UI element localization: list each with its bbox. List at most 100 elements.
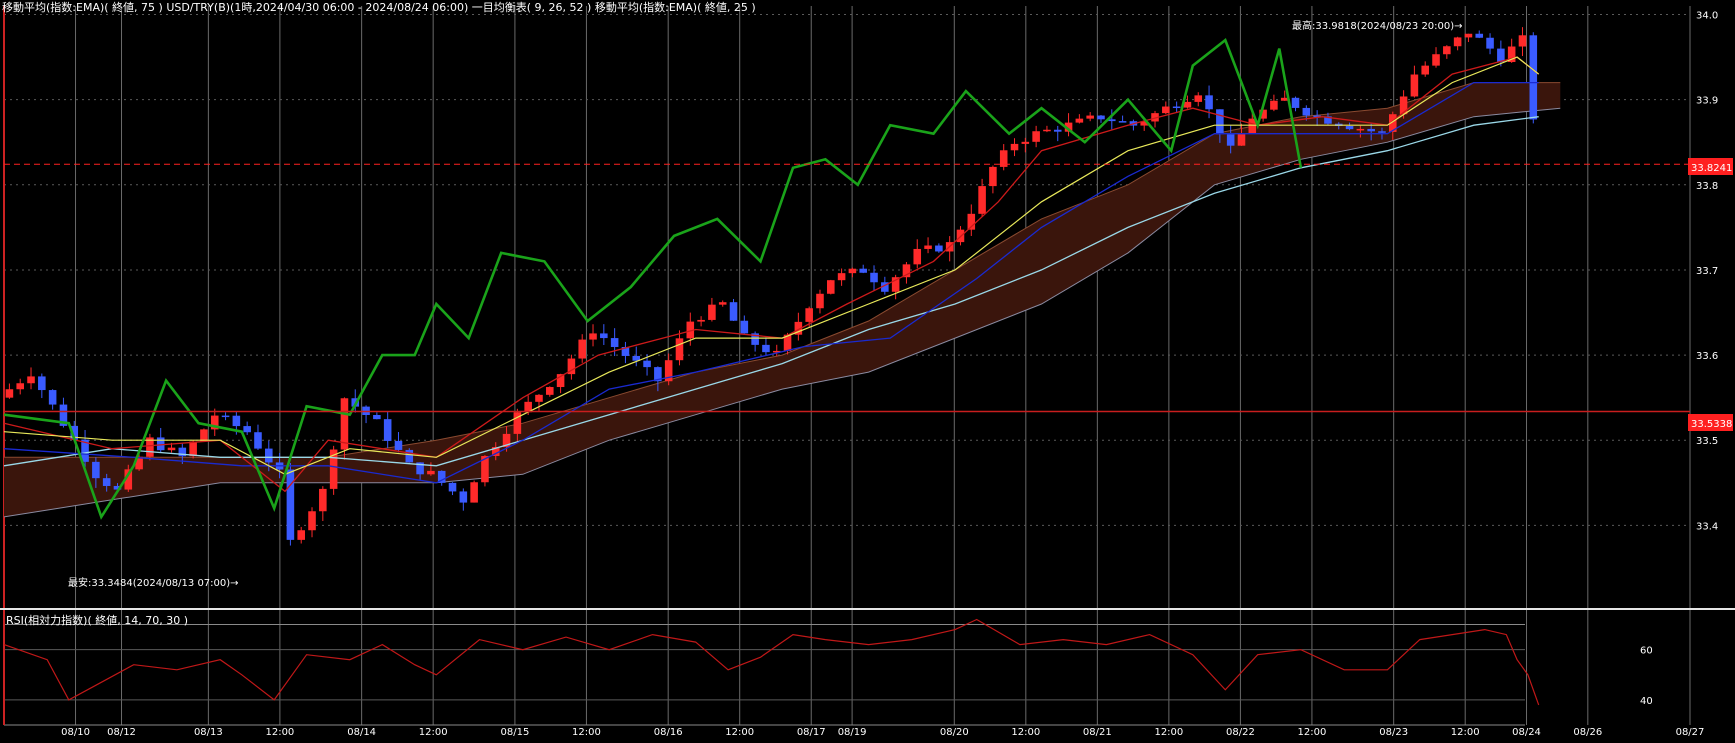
main-chart-title: 移動平均(指数:EMA)( 終値, 75 ) USD/TRY(B)(1時,202… — [2, 0, 756, 14]
low-annotation: 最安:33.3484(2024/08/13 07:00)→ — [68, 576, 239, 589]
candle-down — [232, 415, 241, 427]
chikou-line — [3, 37, 1303, 520]
candle-down — [870, 272, 878, 283]
candle-down — [740, 320, 749, 334]
candle-up — [1280, 97, 1289, 101]
candle-down — [405, 449, 414, 463]
candle-down — [1291, 97, 1300, 108]
x-tick-label: 12:00 — [725, 727, 754, 738]
candle-down — [1302, 107, 1311, 116]
y-tick-label: 33.4 — [1696, 521, 1718, 532]
candle-up — [1464, 33, 1473, 38]
senkou-span-b-line — [3, 107, 1561, 518]
candle-up — [989, 166, 997, 187]
x-tick-label: 08/13 — [194, 727, 223, 738]
y-tick-label: 34.0 — [1696, 11, 1718, 22]
candle-down — [1053, 129, 1062, 132]
candle-down — [751, 333, 759, 345]
x-tick-label: 12:00 — [265, 727, 294, 738]
candle-down — [1345, 126, 1354, 130]
candle-up — [1194, 95, 1203, 102]
x-tick-label: 12:00 — [1298, 727, 1327, 738]
candle-up — [167, 447, 176, 451]
candle-down — [38, 376, 46, 391]
candle-up — [675, 338, 684, 361]
candle-up — [1162, 106, 1170, 114]
y-tick-label: 33.6 — [1696, 351, 1718, 362]
candle-up — [189, 441, 197, 457]
price-tag-lower-bg — [1688, 414, 1733, 431]
candle-down — [70, 425, 79, 440]
candle-down — [254, 432, 262, 449]
candle-up — [718, 302, 727, 305]
x-tick-label: 08/24 — [1512, 727, 1541, 738]
x-tick-label: 08/10 — [61, 727, 90, 738]
candle-up — [1259, 109, 1267, 119]
candle-down — [1226, 134, 1235, 146]
candle-down — [81, 439, 89, 462]
candle-down — [1097, 115, 1105, 120]
candle-up — [210, 415, 219, 430]
candle-down — [178, 447, 187, 457]
candle-down — [935, 245, 943, 252]
candle-up — [1356, 128, 1365, 131]
candle-up — [556, 374, 565, 388]
candle-up — [1421, 65, 1429, 75]
candle-up — [524, 401, 532, 413]
candle-up — [546, 387, 554, 395]
candle-down — [394, 440, 403, 450]
candle-up — [200, 429, 208, 442]
candle-up — [1010, 143, 1019, 151]
candle-down — [448, 482, 457, 492]
y-tick-label: 33.9 — [1696, 96, 1718, 107]
candle-up — [891, 277, 900, 292]
candle-down — [621, 346, 630, 356]
candle-down — [92, 461, 100, 479]
ema25-line — [3, 56, 1540, 475]
candle-down — [1324, 116, 1332, 124]
price-tag-upper: 33.8241 — [1691, 163, 1732, 174]
candle-up — [340, 398, 349, 450]
candle-up — [329, 449, 338, 489]
candle-up — [1399, 96, 1408, 115]
candle-up — [16, 383, 24, 390]
y-tick-label: 33.8 — [1696, 181, 1718, 192]
candle-up — [708, 304, 716, 320]
y-tick-label: 33.5 — [1696, 436, 1718, 447]
candle-up — [567, 358, 576, 375]
candle-down — [1486, 37, 1494, 49]
candle-down — [1367, 128, 1375, 132]
rsi-y-tick-label: 40 — [1640, 696, 1653, 707]
candle-up — [578, 339, 586, 359]
candle-up — [308, 511, 316, 531]
candle-up — [297, 530, 305, 540]
candle-up — [27, 376, 35, 384]
x-tick-label: 08/26 — [1573, 727, 1602, 738]
candle-up — [805, 308, 813, 322]
candle-up — [848, 268, 857, 274]
candle-down — [1529, 35, 1538, 120]
x-tick-label: 08/23 — [1379, 727, 1408, 738]
candle-up — [1389, 114, 1397, 132]
candle-up — [999, 150, 1008, 167]
candle-up — [1432, 54, 1440, 66]
candle-up — [1140, 121, 1148, 126]
x-tick-label: 12:00 — [419, 727, 448, 738]
candle-up — [502, 433, 511, 448]
candle-up — [1270, 100, 1278, 110]
candle-down — [416, 462, 424, 475]
price-tag-upper-bg — [1688, 158, 1733, 175]
candle-up — [427, 470, 435, 475]
x-tick-label: 08/22 — [1226, 727, 1255, 738]
candle-up — [1453, 37, 1462, 47]
candle-up — [664, 360, 673, 382]
candle-up — [1518, 35, 1527, 47]
candle-up — [902, 264, 911, 278]
candle-up — [816, 293, 824, 309]
candle-up — [967, 213, 976, 230]
candle-down — [373, 415, 381, 420]
candle-up — [686, 321, 695, 339]
candle-down — [243, 426, 251, 433]
candle-up — [481, 455, 489, 483]
